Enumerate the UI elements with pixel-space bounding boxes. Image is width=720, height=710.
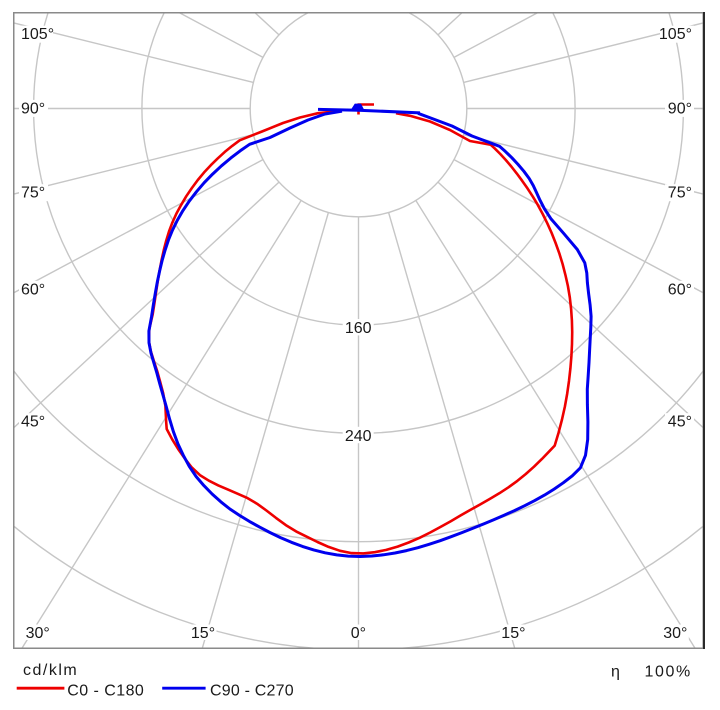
svg-text:C0 - C180: C0 - C180: [67, 682, 144, 699]
svg-text:30°: 30°: [663, 625, 687, 642]
svg-text:60°: 60°: [21, 281, 45, 298]
svg-text:105°: 105°: [659, 26, 692, 43]
svg-text:75°: 75°: [668, 185, 692, 202]
svg-text:90°: 90°: [21, 100, 45, 117]
svg-text:0°: 0°: [351, 625, 366, 642]
svg-text:105°: 105°: [21, 26, 54, 43]
svg-text:240: 240: [345, 428, 372, 445]
svg-text:160: 160: [345, 320, 372, 337]
svg-text:100%: 100%: [645, 664, 692, 681]
svg-text:30°: 30°: [26, 625, 50, 642]
svg-text:45°: 45°: [21, 414, 45, 431]
svg-text:15°: 15°: [191, 625, 215, 642]
svg-text:η: η: [611, 663, 620, 680]
svg-text:90°: 90°: [668, 100, 692, 117]
svg-text:45°: 45°: [668, 414, 692, 431]
svg-text:60°: 60°: [668, 281, 692, 298]
svg-text:C90 - C270: C90 - C270: [210, 682, 294, 699]
svg-text:75°: 75°: [21, 185, 45, 202]
svg-text:cd/klm: cd/klm: [23, 662, 78, 679]
svg-text:15°: 15°: [501, 625, 525, 642]
